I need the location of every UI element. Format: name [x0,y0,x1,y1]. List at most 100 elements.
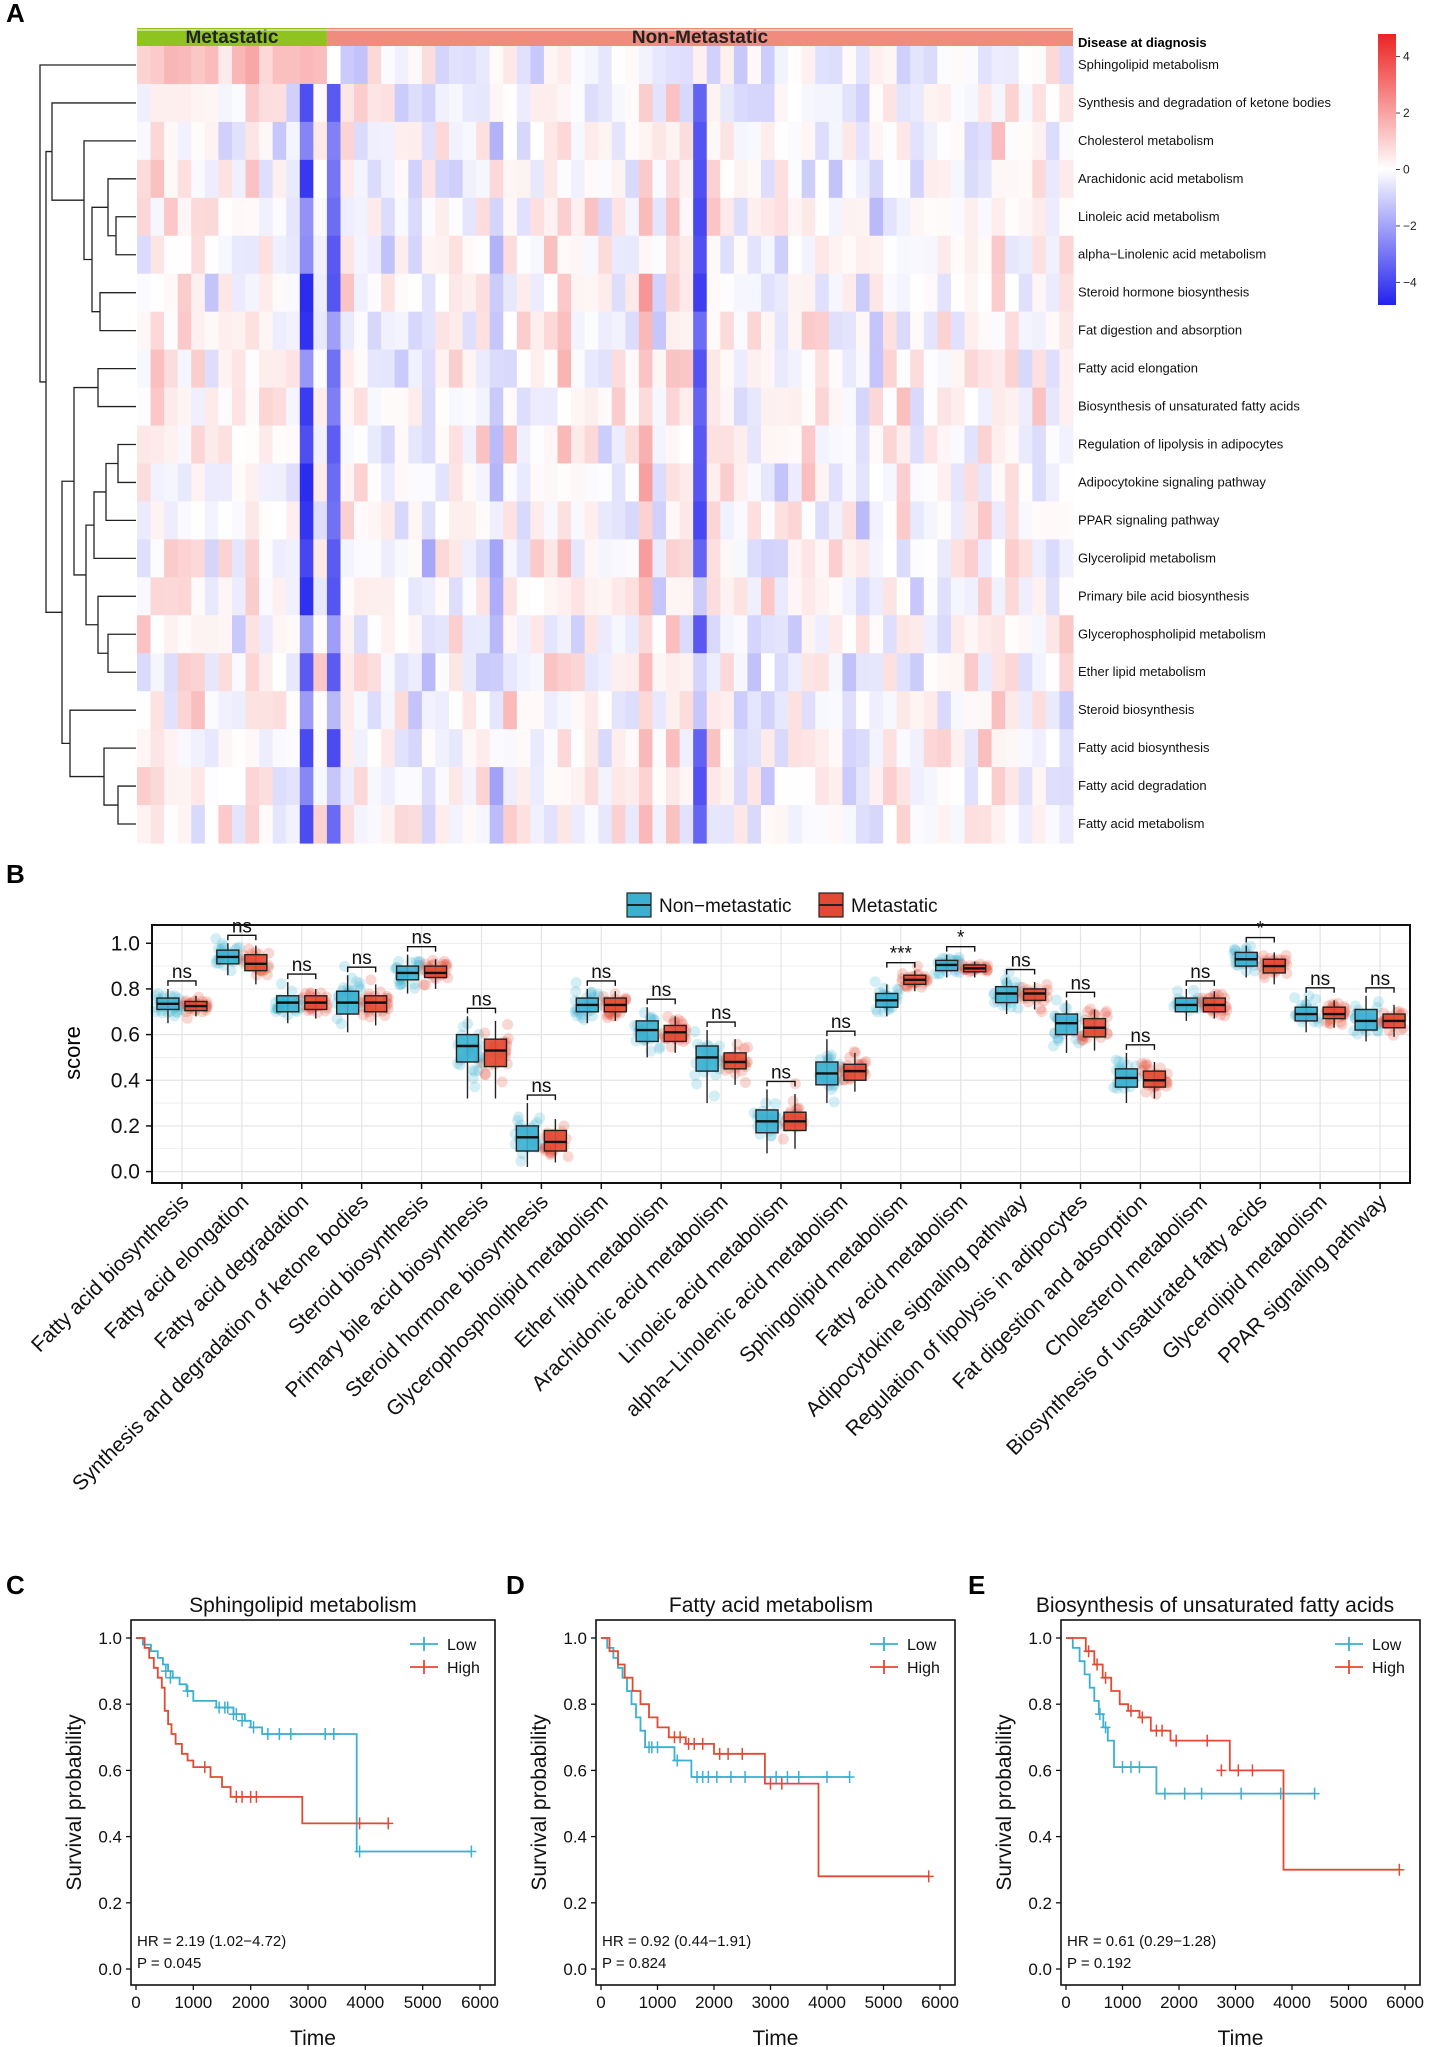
heatmap-cell [788,729,803,768]
heatmap-cell [218,653,233,692]
heatmap-cell [435,767,450,806]
heatmap-cell [733,46,749,85]
heatmap-cell [516,83,531,123]
km-censor-mark [1092,1658,1103,1671]
heatmap-cell [286,691,301,730]
jitter-point [335,1018,347,1030]
heatmap-cell [381,539,396,578]
heatmap-cell [950,311,966,351]
heatmap-cell [978,615,993,654]
jitter-point [261,969,273,981]
km-legend-key-low [870,1637,898,1651]
heatmap-cell [1005,273,1020,313]
heatmap-cell [978,691,993,730]
km-censor-mark [822,1771,832,1784]
km-censor-mark [222,1701,233,1714]
heatmap-cell [557,235,572,275]
heatmap-cell [191,83,206,123]
heatmap-cell [259,311,274,351]
heatmap-cell [950,425,966,465]
significance-bracket [1365,987,1395,993]
heatmap-cell [720,805,735,844]
heatmap-cell [652,311,667,351]
km-censor-mark [1137,1711,1148,1724]
heatmap-cell [530,729,545,768]
heatmap-cell [381,767,396,806]
heatmap-cell [150,615,165,654]
heatmap-cell [408,729,423,768]
heatmap-cell [611,311,626,351]
heatmap-cell [964,767,979,806]
heatmap-cell [584,653,599,692]
heatmap-cell [164,767,179,806]
km-plot-fatty-acid-metabolism: Fatty acid metabolism0.00.20.40.60.81.00… [528,1594,959,2047]
heatmap-cell [408,501,423,540]
heatmap-cell [150,463,165,503]
jitter-point [793,1102,805,1114]
heatmap-cell [842,653,857,692]
heatmap-cell [530,539,545,578]
heatmap-cell [720,539,735,578]
heatmap-cell [706,159,721,199]
heatmap-cell [177,273,192,313]
heatmap-cell [259,83,274,123]
jitter-point [1052,1032,1064,1044]
heatmap-cell [910,46,925,85]
heatmap-cell [177,729,192,768]
heatmap-cell [421,463,437,503]
heatmap-cell [435,729,450,768]
jitter-point [708,1090,720,1102]
km-censor-mark [697,1737,708,1750]
jitter-point [891,983,903,995]
heatmap-cell [354,197,369,237]
heatmap-cell [625,46,640,85]
jitter-point [731,1038,743,1050]
heatmap-cell [937,767,952,806]
heatmap-cell [177,463,192,503]
heatmap-cell [747,83,762,123]
heatmap-cell [991,349,1006,389]
jitter-point [586,986,598,998]
heatmap-cell [1059,805,1074,844]
jitter-point [1188,984,1200,996]
heatmap-cell [231,653,247,692]
heatmap-cell [720,83,735,123]
heatmap-cell [964,653,979,692]
jitter-point [354,977,366,989]
heatmap-cell [204,349,219,389]
heatmap-cell [679,349,694,389]
heatmap-cell [543,197,559,237]
heatmap-cell [557,387,572,427]
heatmap-cell [340,729,355,768]
heatmap-cell [218,729,233,768]
heatmap-cell [164,805,179,844]
heatmap-cell [801,501,816,540]
km-censor-mark [354,1845,365,1858]
heatmap-cell [381,46,396,85]
heatmap-cell [503,83,518,123]
heatmap-cell [625,83,640,123]
heatmap-cell [449,463,464,503]
heatmap-cell [354,653,369,692]
heatmap-cell [666,387,681,427]
heatmap-cell [354,501,369,540]
heatmap-cell [191,159,206,199]
heatmap-cell [747,159,762,199]
heatmap-cell [733,767,749,806]
heatmap-cell [150,653,165,692]
jitter-point [777,1133,789,1145]
heatmap-cell [611,121,626,161]
heatmap-cell [584,387,599,427]
heatmap-cell [774,121,789,161]
heatmap-cell [1018,539,1033,578]
heatmap-cell [340,83,355,123]
heatmap-cell [245,46,260,85]
jitter-point [662,1011,674,1023]
heatmap-cell [204,653,219,692]
heatmap-cell [842,805,857,844]
heatmap-cell [421,539,437,578]
heatmap-cell [652,691,667,730]
heatmap-cell [788,615,803,654]
jitter-point [152,988,164,1000]
heatmap-cell [286,83,301,123]
